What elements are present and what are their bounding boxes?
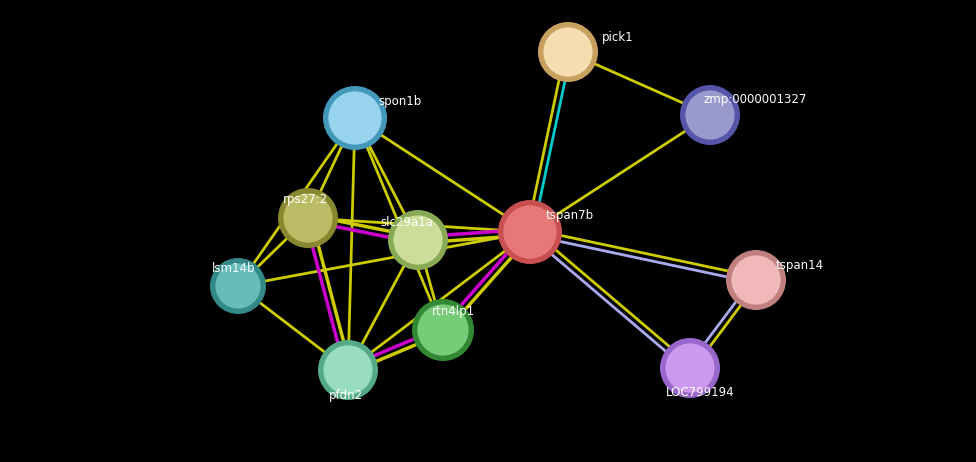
Text: lsm14b: lsm14b: [212, 261, 256, 274]
Text: rps27:2: rps27:2: [282, 194, 328, 207]
Circle shape: [498, 200, 562, 264]
Circle shape: [388, 210, 448, 270]
Circle shape: [660, 338, 720, 398]
Text: slc29a1a: slc29a1a: [381, 215, 433, 229]
Circle shape: [392, 214, 444, 266]
Circle shape: [210, 258, 266, 314]
Circle shape: [664, 342, 716, 394]
Circle shape: [684, 89, 736, 141]
Text: LOC799194: LOC799194: [666, 385, 734, 399]
Circle shape: [680, 85, 740, 145]
Text: tspan14: tspan14: [776, 259, 824, 272]
Circle shape: [502, 204, 558, 260]
Text: tspan7b: tspan7b: [546, 208, 594, 221]
Circle shape: [327, 90, 383, 146]
Circle shape: [322, 344, 374, 396]
Text: zmp:0000001327: zmp:0000001327: [704, 93, 807, 107]
Text: pfdn2: pfdn2: [329, 389, 363, 402]
Circle shape: [542, 26, 594, 78]
Circle shape: [726, 250, 786, 310]
Circle shape: [278, 188, 338, 248]
Circle shape: [538, 22, 598, 82]
Circle shape: [416, 303, 470, 357]
Circle shape: [282, 192, 334, 244]
Circle shape: [318, 340, 378, 400]
Text: spon1b: spon1b: [379, 96, 422, 109]
Text: pick1: pick1: [602, 31, 633, 44]
Circle shape: [730, 254, 782, 306]
Circle shape: [412, 299, 474, 361]
Circle shape: [323, 86, 387, 150]
Circle shape: [214, 262, 262, 310]
Text: rtn4lp1: rtn4lp1: [431, 305, 474, 318]
